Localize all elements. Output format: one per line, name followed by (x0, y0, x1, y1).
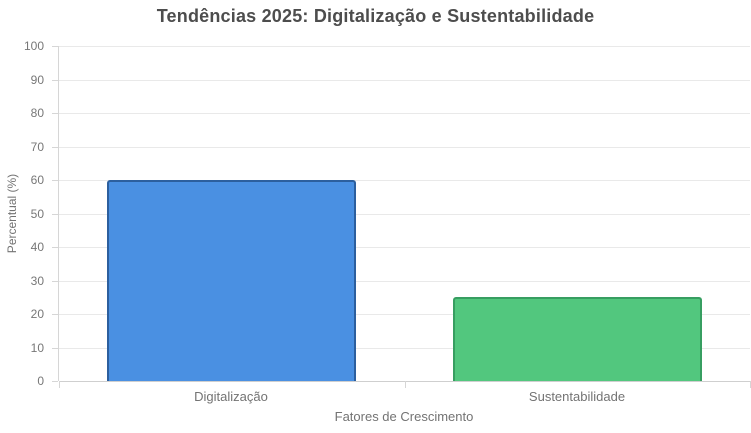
gridline-y-30 (59, 280, 750, 282)
gridline-y-50 (59, 213, 750, 215)
y-tick-label-20: 20 (30, 307, 44, 321)
gridline-y-70 (59, 146, 750, 148)
y-tick-mark-10 (52, 347, 58, 349)
gridline-y-100 (59, 46, 750, 47)
gridline-y-20 (59, 314, 750, 315)
gridline-y-40 (59, 247, 750, 248)
y-tick-label-30: 30 (30, 273, 44, 288)
y-tick-mark-50 (52, 213, 58, 215)
y-tick-mark-0 (52, 381, 58, 382)
y-tick-mark-20 (52, 314, 58, 315)
gridline-y-10 (59, 347, 750, 349)
x-tick-label-sustentabilidade: Sustentabilidade (528, 389, 626, 404)
y-tick-mark-80 (52, 113, 58, 114)
y-tick-mark-100 (52, 46, 58, 47)
y-tick-label-40: 40 (30, 240, 44, 254)
y-tick-mark-70 (52, 146, 58, 148)
bar-digitalizacao[interactable] (107, 180, 357, 381)
plot-area (58, 46, 751, 388)
y-tick-label-60: 60 (30, 173, 44, 187)
y-tick-label-10: 10 (30, 340, 44, 355)
category-band-sustentabilidade (405, 46, 751, 381)
y-tick-label-80: 80 (30, 106, 44, 120)
y-tick-label-100: 100 (23, 39, 44, 53)
y-tick-label-0: 0 (37, 374, 44, 388)
chart-title: Tendências 2025: Digitalização e Sustent… (156, 6, 595, 26)
category-band-digitalizacao (59, 46, 405, 381)
y-tick-label-70: 70 (30, 139, 44, 154)
y-tick-mark-40 (52, 247, 58, 248)
gridline-y-60 (59, 180, 750, 181)
y-tick-mark-60 (52, 180, 58, 181)
y-tick-label-50: 50 (30, 206, 44, 221)
y-tick-mark-30 (52, 280, 58, 282)
y-tick-label-90: 90 (30, 72, 44, 87)
bar-sustentabilidade[interactable] (452, 297, 702, 381)
gridline-y-90 (59, 79, 750, 81)
x-tick-mark-1 (404, 381, 406, 388)
x-axis-title: Fatores de Crescimento (334, 409, 474, 424)
y-tick-mark-90 (52, 79, 58, 81)
x-tick-label-digitalizacao: Digitalização (194, 389, 268, 404)
x-tick-mark-0 (59, 381, 60, 388)
gridline-y-80 (59, 113, 750, 114)
